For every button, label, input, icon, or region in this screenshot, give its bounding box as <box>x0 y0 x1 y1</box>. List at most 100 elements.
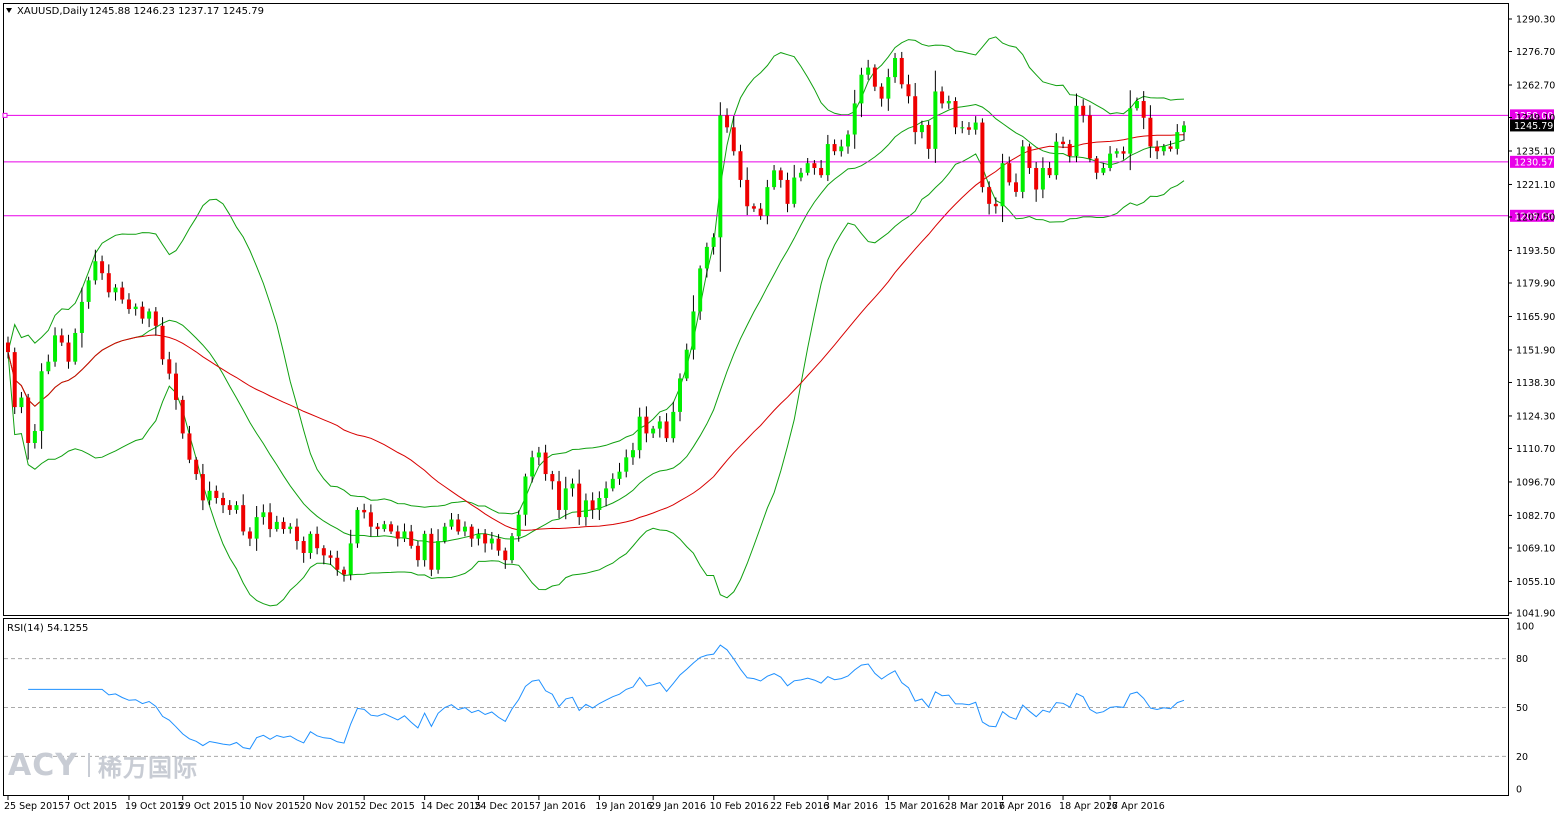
triangle-down-icon[interactable] <box>6 8 12 13</box>
candle-94 <box>637 407 642 459</box>
candle-body <box>610 478 615 489</box>
candle-160 <box>1081 99 1086 123</box>
rsi-title: RSI(14) 54.1255 <box>7 623 88 634</box>
bollinger-bands <box>7 36 1185 607</box>
candle-body <box>557 481 562 510</box>
candle-body <box>489 538 494 544</box>
candle-120 <box>812 160 817 175</box>
candle-82 <box>557 470 562 519</box>
candle-body <box>583 500 588 518</box>
candle-body <box>1148 117 1153 147</box>
chart-ohlc: 1245.88 1246.23 1237.17 1245.79 <box>89 6 264 17</box>
candle-body <box>993 203 998 207</box>
candle-body <box>106 273 111 293</box>
candle-body <box>725 115 730 128</box>
candle-170 <box>1148 105 1153 158</box>
candle-body <box>738 151 743 180</box>
price-tick-label: 1165.90 <box>1516 312 1555 323</box>
candle-171 <box>1155 140 1160 160</box>
candle-body <box>1040 167 1045 190</box>
logo-brand: ACY <box>8 747 78 783</box>
candle-1 <box>12 347 17 415</box>
candle-body <box>1134 101 1139 109</box>
candle-112 <box>758 203 763 220</box>
candle-body <box>140 306 145 319</box>
candle-95 <box>644 406 649 443</box>
candle-122 <box>825 134 830 182</box>
candle-74 <box>503 547 508 569</box>
candle-body <box>207 490 212 501</box>
candle-102 <box>691 295 696 360</box>
candle-body <box>1114 151 1119 154</box>
candle-body <box>893 57 898 78</box>
candle-body <box>785 179 790 204</box>
candle-body <box>59 335 64 343</box>
candle-51 <box>348 529 353 581</box>
candle-105 <box>711 233 716 255</box>
candle-body <box>745 179 750 207</box>
candle-body <box>637 416 642 451</box>
time-tick-label: 7 Oct 2015 <box>64 801 117 812</box>
candle-19 <box>133 303 138 316</box>
candle-body <box>617 471 622 479</box>
candle-58 <box>395 525 400 547</box>
candle-157 <box>1061 136 1066 149</box>
candle-body <box>987 187 992 204</box>
candle-104 <box>704 242 709 278</box>
candle-89 <box>604 481 609 507</box>
candle-142 <box>960 120 965 134</box>
candle-128 <box>866 59 871 80</box>
rsi-tick-label: 0 <box>1516 785 1522 796</box>
candle-169 <box>1141 91 1146 130</box>
candle-7 <box>53 327 58 367</box>
candle-81 <box>550 470 555 490</box>
candle-68 <box>462 521 467 537</box>
candle-100 <box>678 373 682 422</box>
level-tag-bg-1 <box>1510 155 1554 168</box>
candle-146 <box>987 181 992 215</box>
candle-65 <box>442 522 447 544</box>
candle-body <box>1034 167 1039 190</box>
candle-body <box>684 349 689 379</box>
candle-13 <box>93 249 98 285</box>
candle-body <box>671 411 676 439</box>
candle-33 <box>227 500 232 515</box>
candle-body <box>913 96 918 133</box>
candle-body <box>758 208 763 216</box>
time-tick-label: 10 Nov 2015 <box>239 801 300 812</box>
price-tick-label: 1290.30 <box>1516 15 1555 26</box>
candle-113 <box>765 179 770 225</box>
candle-body <box>12 352 17 408</box>
candle-151 <box>1020 140 1025 199</box>
candle-body <box>664 421 669 439</box>
candle-66 <box>449 513 454 530</box>
candle-body <box>1182 125 1186 133</box>
price-tick-label: 1151.90 <box>1516 345 1555 356</box>
candle-body <box>1121 151 1126 154</box>
candle-body <box>368 512 373 527</box>
candle-body <box>227 505 232 510</box>
time-tick-label: 2 Dec 2015 <box>360 801 415 812</box>
candle-110 <box>745 167 750 216</box>
candle-body <box>704 246 709 269</box>
candle-159 <box>1074 93 1079 163</box>
price-tick-label: 1235.10 <box>1516 147 1555 158</box>
candle-body <box>590 500 595 510</box>
candle-body <box>657 421 662 429</box>
candle-48 <box>328 550 333 565</box>
candle-90 <box>610 473 615 492</box>
candle-135 <box>913 82 918 145</box>
candle-109 <box>738 144 743 188</box>
candle-body <box>187 433 192 460</box>
candle-body <box>335 557 340 570</box>
candle-body <box>516 514 521 537</box>
candle-40 <box>274 515 279 532</box>
candle-69 <box>469 524 474 547</box>
candle-body <box>550 474 555 482</box>
time-tick-label: 19 Jan 2016 <box>595 801 652 812</box>
candle-body <box>483 533 488 544</box>
candle-body <box>933 91 938 149</box>
candle-body <box>53 335 58 362</box>
candle-body <box>691 311 696 350</box>
candle-body <box>778 170 783 180</box>
